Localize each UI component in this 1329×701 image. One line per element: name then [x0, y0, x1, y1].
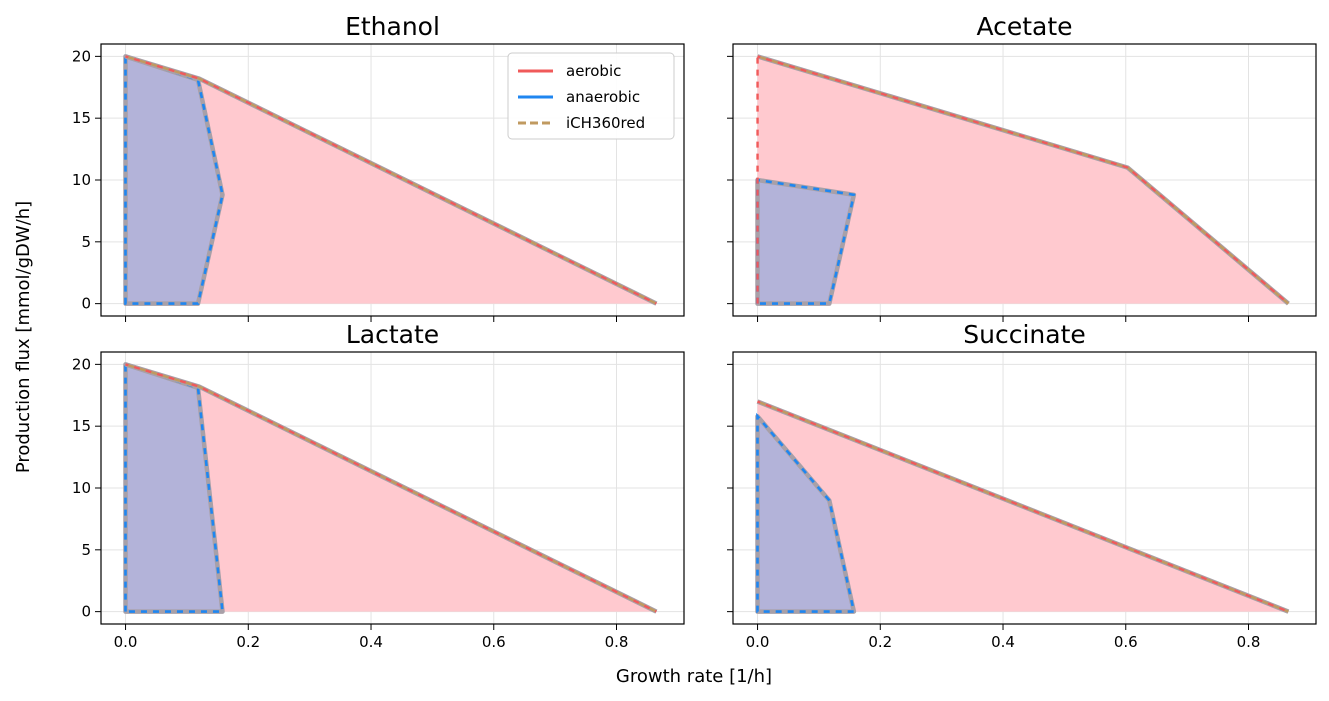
- anaerobic-boundary-line: [756, 178, 856, 305]
- aerobic-region: [125, 364, 657, 612]
- panel-succinate: 0.0 0.2 0.4 0.6 0.8 Succinate: [727, 320, 1317, 651]
- x-tick-label: 0.6: [1114, 633, 1138, 651]
- x-tick-label: 0.6: [482, 633, 506, 651]
- aerobic-boundary-line: [757, 55, 1290, 305]
- y-tick-label: 20: [72, 47, 91, 65]
- x-tick-label: 0.0: [746, 633, 770, 651]
- y-tick-label: 5: [81, 541, 91, 559]
- y-axis-label: Production flux [mmol/gDW/h]: [13, 201, 34, 473]
- ich360red-boundary-line: [125, 55, 657, 305]
- anaerobic-boundary-line: [124, 54, 224, 305]
- x-tick-label: 0.2: [868, 633, 892, 651]
- aerobic-boundary-line: [757, 400, 1289, 613]
- ich360red-boundary-line: [757, 55, 1290, 305]
- y-tick-label: 0: [81, 603, 91, 621]
- x-tick-label: 0.4: [359, 633, 383, 651]
- anaerobic-region: [757, 416, 854, 612]
- panel-title: Succinate: [963, 320, 1086, 349]
- y-tick-label: 10: [72, 479, 91, 497]
- x-tick-label: 0.8: [1237, 633, 1261, 651]
- x-tick-label: 0.8: [605, 633, 629, 651]
- legend-label: anaerobic: [566, 88, 640, 106]
- y-tick-label: 15: [72, 109, 91, 127]
- x-tick-label: 0.0: [114, 633, 138, 651]
- legend-label: aerobic: [566, 62, 621, 80]
- aerobic-region: [757, 56, 1289, 304]
- anaerobic-region: [125, 364, 223, 612]
- x-tick-label: 0.2: [236, 633, 260, 651]
- anaerobic-boundary-line: [756, 412, 856, 613]
- panel-lactate: 0.0 0.2 0.4 0.6 0.8 0 5 10 15 20 Lactate: [72, 320, 685, 651]
- legend-label: iCH360red: [566, 114, 645, 132]
- ich360red-boundary-line: [757, 400, 1289, 613]
- legend: aerobic anaerobic iCH360red: [507, 52, 675, 140]
- aerobic-boundary-line: [125, 363, 657, 613]
- y-tick-label: 15: [72, 417, 91, 435]
- aerobic-region: [125, 56, 657, 304]
- anaerobic-region: [757, 180, 854, 304]
- anaerobic-region: [125, 56, 223, 304]
- x-tick-label: 0.4: [991, 633, 1015, 651]
- panel-title: Acetate: [976, 12, 1072, 41]
- x-axis-label: Growth rate [1/h]: [616, 666, 772, 687]
- panel-title: Ethanol: [345, 12, 440, 41]
- panel-ethanol: 0 5 10 15 20 Ethanol: [72, 12, 685, 322]
- y-tick-label: 10: [72, 171, 91, 189]
- y-tick-label: 20: [72, 355, 91, 373]
- anaerobic-boundary-line: [124, 362, 224, 613]
- y-tick-label: 5: [81, 233, 91, 251]
- aerobic-boundary-line: [125, 55, 657, 305]
- y-tick-label: 0: [81, 295, 91, 313]
- panel-title: Lactate: [346, 320, 439, 349]
- panel-acetate: Acetate: [727, 12, 1317, 322]
- ich360red-boundary-line: [125, 363, 657, 613]
- legend-box: [507, 52, 675, 140]
